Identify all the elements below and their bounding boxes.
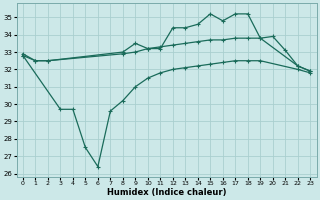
X-axis label: Humidex (Indice chaleur): Humidex (Indice chaleur) [107,188,226,197]
